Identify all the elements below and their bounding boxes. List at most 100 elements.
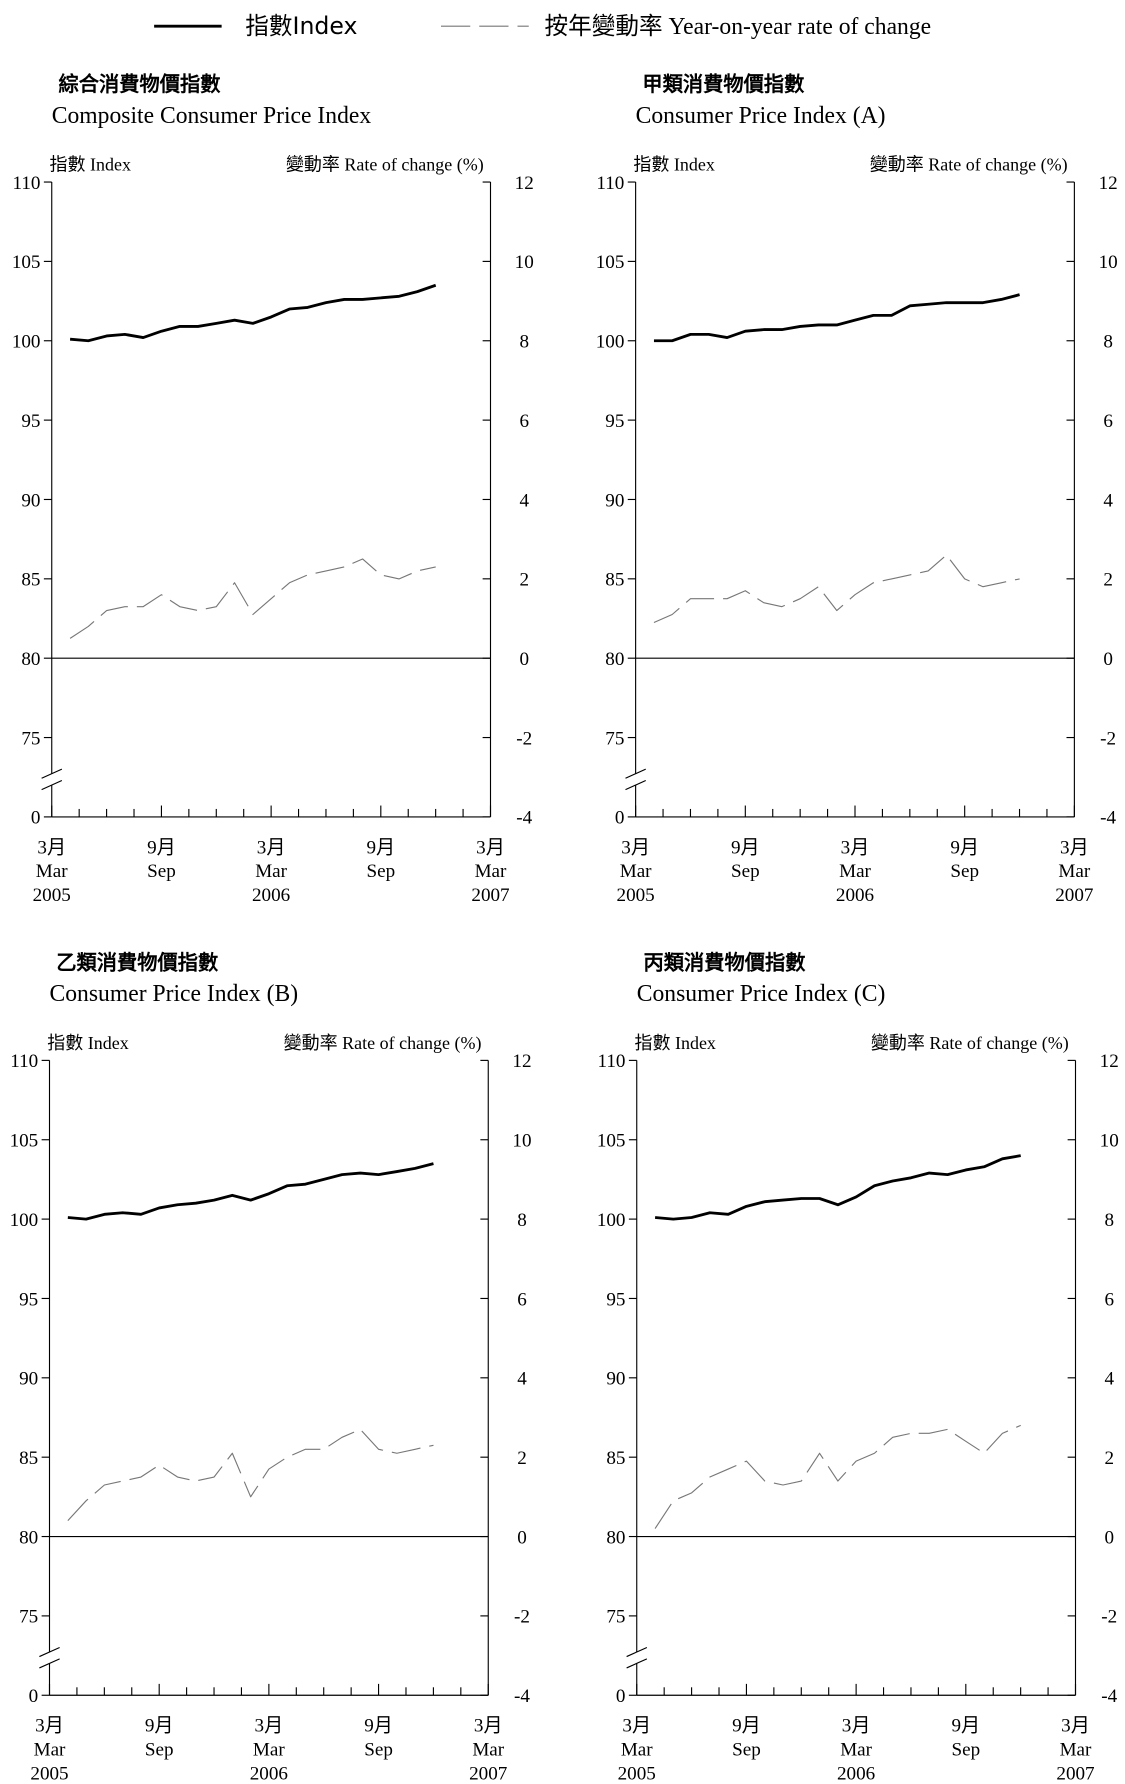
chart-subtitle: Consumer Price Index (A) xyxy=(636,103,886,129)
y-tick-label: 110 xyxy=(13,173,41,194)
y-tick-label: 0 xyxy=(31,808,41,829)
y2-tick-label: 4 xyxy=(517,1369,527,1390)
y2-tick-label: 12 xyxy=(515,173,534,194)
y2-tick-label: 12 xyxy=(1100,1051,1119,1072)
y2-tick-label: 0 xyxy=(1104,1527,1114,1548)
y-axis-title: 指數 Index xyxy=(633,155,714,175)
x-tick-label: Sep xyxy=(950,861,979,882)
x-tick-label: 9月 xyxy=(364,1716,393,1737)
y2-tick-label: 0 xyxy=(517,1527,527,1548)
chart-title: 丙類消費物價指數 xyxy=(644,950,807,974)
y-tick-label: 85 xyxy=(21,570,40,591)
x-tick-label: Mar xyxy=(1058,861,1090,882)
x-tick-label: Sep xyxy=(732,1739,761,1760)
chart-title: 綜合消費物價指數 xyxy=(59,72,222,96)
y2-tick-label: 10 xyxy=(512,1130,531,1151)
y-tick-label: 105 xyxy=(12,252,41,273)
axis-break xyxy=(625,779,646,791)
y-axis-title: 指數 Index xyxy=(635,1033,716,1053)
y-tick-label: 80 xyxy=(21,649,40,670)
y-tick-label: 80 xyxy=(606,1527,625,1548)
x-tick-label: 3月 xyxy=(474,1716,503,1737)
series-line xyxy=(654,1154,1021,1221)
series-line xyxy=(67,1162,434,1221)
y2-tick-label: 4 xyxy=(519,490,529,511)
y-tick-label: 90 xyxy=(21,490,40,511)
series-line xyxy=(653,293,1020,343)
y-tick-label: 80 xyxy=(19,1527,38,1548)
y-tick-label: 100 xyxy=(596,331,625,352)
x-tick-label: Mar xyxy=(840,1739,872,1760)
y2-tick-label: 10 xyxy=(1100,1130,1119,1151)
x-tick-label: 2007 xyxy=(1055,885,1094,906)
y2-tick-label: 8 xyxy=(1104,1210,1114,1231)
x-tick-label: 2007 xyxy=(471,885,510,906)
y2-tick-label: -4 xyxy=(1100,808,1116,829)
y2-tick-label: -4 xyxy=(514,1686,530,1707)
x-tick-label: Mar xyxy=(1060,1739,1092,1760)
y-tick-label: 80 xyxy=(605,649,624,670)
axis-break xyxy=(46,1652,53,1664)
y2-tick-label: 2 xyxy=(1103,570,1113,591)
x-tick-label: 3月 xyxy=(842,1716,871,1737)
y-tick-label: 105 xyxy=(10,1130,39,1151)
chart-subtitle: Consumer Price Index (C) xyxy=(637,981,886,1007)
x-tick-label: 3月 xyxy=(35,1716,64,1737)
x-tick-label: 2005 xyxy=(33,885,71,906)
y2-tick-label: 0 xyxy=(1103,649,1113,670)
y2-tick-label: -2 xyxy=(1101,1607,1117,1628)
y2-tick-label: -2 xyxy=(516,728,532,749)
axis-break xyxy=(626,1646,648,1658)
y2-tick-label: 2 xyxy=(517,1448,527,1469)
x-tick-label: Sep xyxy=(147,861,176,882)
y-tick-label: 75 xyxy=(606,1607,625,1628)
x-tick-label: 2005 xyxy=(30,1763,68,1784)
legend-label: 按年變動率 Year-on-year rate of change xyxy=(545,13,932,40)
x-tick-label: 2007 xyxy=(469,1763,508,1784)
axis-break xyxy=(41,768,63,779)
y-tick-label: 0 xyxy=(615,808,625,829)
chart-title: 乙類消費物價指數 xyxy=(56,950,219,974)
y-tick-label: 95 xyxy=(21,411,40,432)
y2-tick-label: 6 xyxy=(1104,1289,1114,1310)
x-tick-label: 9月 xyxy=(366,837,395,858)
y2-tick-label: 4 xyxy=(1103,490,1113,511)
y-tick-label: 95 xyxy=(605,411,624,432)
series-line xyxy=(67,1428,434,1521)
x-tick-label: 2006 xyxy=(250,1763,289,1784)
y-tick-label: 95 xyxy=(19,1289,38,1310)
x-tick-label: 3月 xyxy=(621,837,650,858)
x-tick-label: Mar xyxy=(620,861,652,882)
x-tick-label: Mar xyxy=(34,1739,66,1760)
y2-tick-label: 8 xyxy=(517,1210,527,1231)
y-tick-label: 85 xyxy=(606,1448,625,1469)
y2-axis-title: 變動率 Rate of change (%) xyxy=(286,155,484,176)
x-tick-label: Mar xyxy=(475,861,507,882)
y-tick-label: 95 xyxy=(606,1289,625,1310)
axis-break xyxy=(626,1658,648,1669)
legend-label: 指數Index xyxy=(245,12,357,40)
series-line xyxy=(654,1424,1021,1529)
axis-break xyxy=(39,1646,60,1658)
y2-tick-label: -2 xyxy=(1100,728,1116,749)
y-tick-label: 85 xyxy=(605,570,624,591)
x-tick-label: 3月 xyxy=(255,1716,284,1737)
x-tick-label: 2006 xyxy=(836,885,875,906)
x-tick-label: 9月 xyxy=(147,837,176,858)
series-line xyxy=(69,283,437,343)
y2-tick-label: 2 xyxy=(1104,1448,1114,1469)
y-tick-label: 110 xyxy=(10,1051,38,1072)
x-tick-label: 9月 xyxy=(145,1716,174,1737)
axis-break xyxy=(41,779,63,791)
y2-tick-label: 10 xyxy=(515,252,534,273)
y-tick-label: 75 xyxy=(21,728,40,749)
x-tick-label: 3月 xyxy=(1061,1716,1090,1737)
x-tick-label: 9月 xyxy=(731,837,760,858)
y-tick-label: 0 xyxy=(616,1686,626,1707)
x-tick-label: 9月 xyxy=(950,837,979,858)
chart-subtitle: Consumer Price Index (B) xyxy=(50,981,299,1007)
series-line xyxy=(69,558,436,639)
y-tick-label: 110 xyxy=(598,1051,626,1072)
y2-axis-title: 變動率 Rate of change (%) xyxy=(284,1033,482,1054)
axis-break xyxy=(48,773,56,786)
